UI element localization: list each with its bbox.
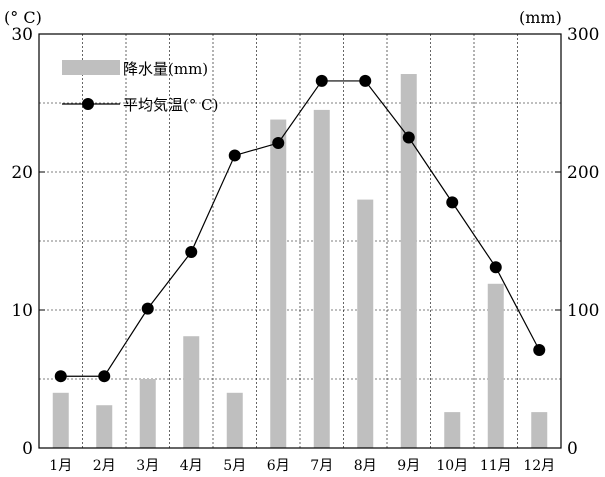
legend-line-marker [82,98,94,110]
month-label: 9月 [397,458,420,474]
month-label: 3月 [136,458,159,474]
temperature-point [228,149,241,162]
left-axis-tick-label: 30 [11,25,33,45]
precipitation-bar [139,379,156,448]
right-axis-tick-label: 0 [567,439,578,459]
temperature-point [359,74,372,87]
temperature-point [54,370,67,383]
plot-border [38,33,562,449]
precipitation-bar [357,199,374,448]
precipitation-bar [226,392,243,448]
temperature-point [446,196,459,209]
temperature-line [54,74,546,383]
precipitation-bar [487,283,504,448]
temperature-point [315,74,328,87]
precipitation-bar [183,336,200,448]
legend-line-label: 平均気温(° C) [123,96,218,114]
grid-lines [39,34,561,448]
plot-frame [38,33,562,449]
legend-bar-label: 降水量(mm) [123,60,208,78]
precipitation-bars [52,74,548,449]
month-label: 5月 [223,458,246,474]
temperature-point [185,246,198,259]
precipitation-bar [531,412,548,448]
left-axis-tick-label: 20 [11,163,33,183]
right-axis-tick-label: 100 [567,301,599,321]
month-label: 7月 [310,458,333,474]
right-axis-unit: (mm) [519,8,562,27]
precipitation-bar [52,392,69,448]
temperature-point [272,137,285,150]
temperature-point [141,302,154,315]
precipitation-bar [96,405,113,448]
legend-bar-swatch [62,60,120,75]
left-axis-tick-label: 0 [22,439,33,459]
temperature-point [533,344,546,357]
month-label: 10月 [436,458,468,474]
temperature-point [98,370,111,383]
month-label: 12月 [523,458,555,474]
right-axis-tick-label: 200 [567,163,599,183]
precipitation-bar [400,74,417,449]
month-label: 6月 [267,458,290,474]
left-axis-unit: (° C) [4,8,42,27]
temperature-point [489,261,502,274]
precipitation-bar [313,109,330,449]
temperature-polyline [60,80,540,377]
left-axis-tick-label: 10 [11,301,33,321]
temperature-point [402,131,415,144]
month-label: 11月 [480,458,512,474]
month-label: 8月 [354,458,377,474]
precipitation-bar [270,119,287,448]
month-label: 2月 [93,458,116,474]
right-axis-tick-label: 300 [567,25,599,45]
month-label: 4月 [180,458,203,474]
legend: 降水量(mm) 平均気温(° C) [62,60,218,114]
precipitation-bar [444,412,461,448]
month-label: 1月 [49,458,72,474]
